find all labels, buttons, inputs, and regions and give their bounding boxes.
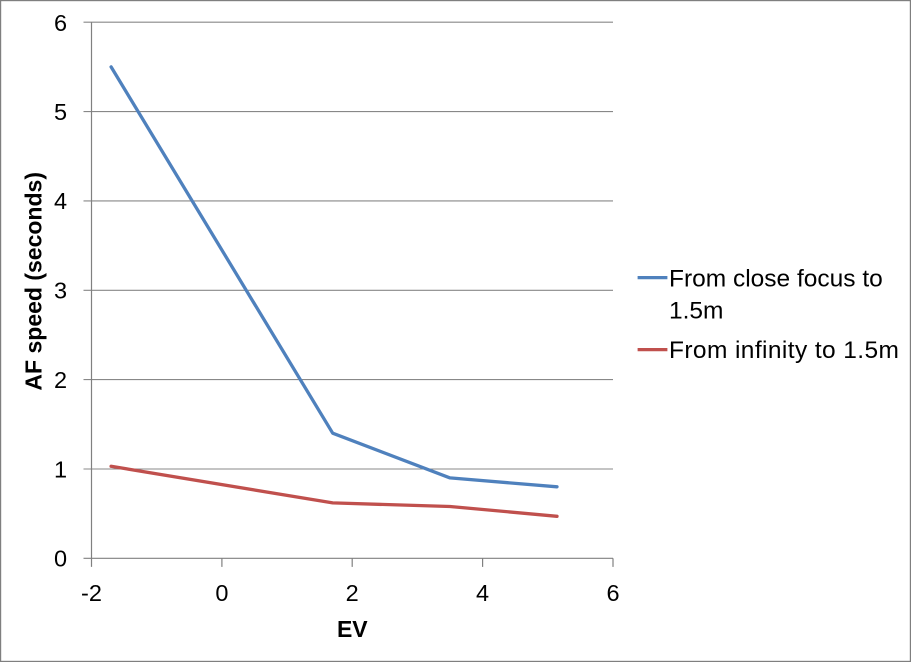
svg-text:-2: -2 (81, 580, 102, 606)
svg-text:0: 0 (54, 546, 67, 572)
svg-text:4: 4 (54, 188, 67, 214)
svg-text:6: 6 (54, 10, 67, 36)
svg-text:6: 6 (606, 580, 619, 606)
svg-text:2: 2 (346, 580, 359, 606)
svg-text:AF speed (seconds): AF speed (seconds) (21, 172, 47, 391)
svg-text:2: 2 (54, 367, 67, 393)
svg-text:0: 0 (215, 580, 228, 606)
svg-text:5: 5 (54, 99, 67, 125)
svg-text:1.5m: 1.5m (669, 297, 723, 324)
svg-text:1: 1 (54, 456, 67, 482)
svg-text:3: 3 (54, 278, 67, 304)
svg-text:From infinity to 1.5m: From infinity to 1.5m (669, 337, 899, 364)
svg-text:EV: EV (337, 616, 368, 642)
svg-text:From close focus to: From close focus to (669, 266, 883, 293)
svg-text:4: 4 (476, 580, 489, 606)
